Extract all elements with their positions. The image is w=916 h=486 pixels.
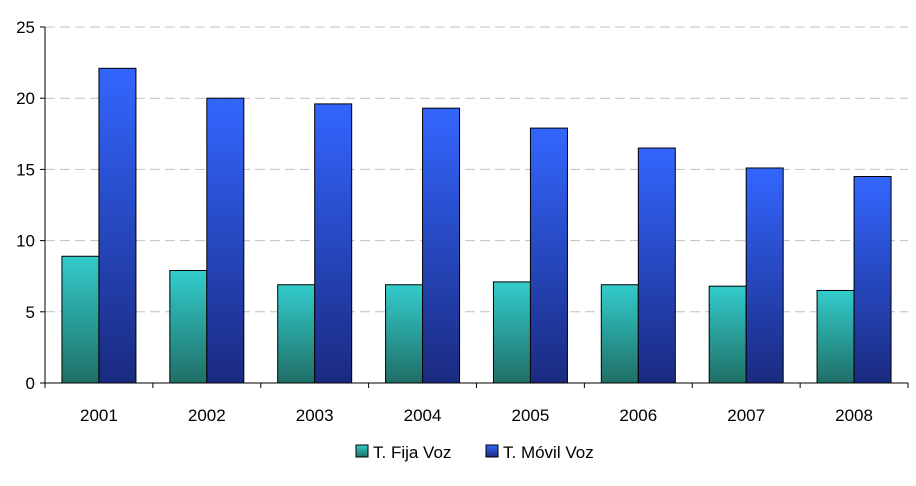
x-tick-label: 2003 [296,406,334,425]
bar-movil-2005 [529,127,568,384]
y-tick-label: 20 [16,89,35,108]
bar-movil-2002 [206,97,245,384]
x-tick-label: 2006 [619,406,657,425]
bar-fija-2008 [816,289,855,384]
x-tick-label: 2005 [512,406,550,425]
bar-fija-2006 [600,284,639,384]
bar-fija-2003 [277,284,316,384]
legend-swatch-movil [485,444,499,458]
bar-fija-2007 [708,285,747,384]
bar-movil-2001 [98,67,137,384]
x-tick-label: 2002 [188,406,226,425]
axes [40,26,909,388]
legend: T. Fija Voz T. Móvil Voz [355,443,594,462]
bar-fija-2004 [385,284,424,384]
tick-labels: 0 5 10 15 20 25 2001 2002 2003 2004 2005 2006 2007 20… [16,18,873,425]
y-tick-label: 0 [26,374,35,393]
bar-fija-2005 [492,281,531,384]
bar-movil-2004 [422,107,461,384]
legend-label: T. Móvil Voz [503,443,594,462]
x-tick-label: 2004 [404,406,442,425]
bar-movil-2006 [637,147,676,384]
y-tick-label: 15 [16,160,35,179]
legend-label: T. Fija Voz [373,443,451,462]
y-tick-label: 25 [16,18,35,37]
bar-movil-2003 [314,103,353,384]
legend-swatch-fija [355,444,369,458]
bar-fija-2002 [169,270,208,384]
bar-movil-2008 [853,176,892,384]
y-tick-label: 5 [26,303,35,322]
bar-movil-2007 [745,167,784,384]
x-tick-label: 2001 [80,406,118,425]
x-tick-label: 2007 [727,406,765,425]
x-tick-label: 2008 [835,406,873,425]
bar-fija-2001 [61,255,100,384]
bars [61,67,892,384]
y-tick-label: 10 [16,232,35,251]
